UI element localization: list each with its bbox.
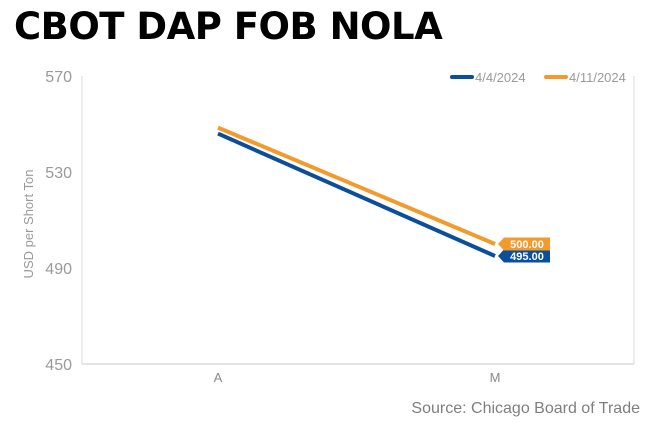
legend-label: 4/11/2024 [569, 70, 626, 85]
source-note: Source: Chicago Board of Trade [411, 400, 640, 417]
data-label: 495.00 [510, 251, 544, 263]
y-tick-label: 570 [45, 69, 72, 86]
legend: 4/4/2024 4/11/2024 [450, 70, 626, 85]
data-label-badge [498, 237, 550, 251]
series-line [217, 125, 496, 246]
data-label: 500.00 [510, 239, 544, 251]
y-tick-label: 530 [45, 165, 72, 182]
y-tick-labels: 450 490 530 570 [45, 69, 72, 374]
chart-title: CBOT DAP FOB NOLA [14, 5, 443, 48]
x-tick-label: A [214, 370, 223, 385]
series-line [217, 131, 496, 258]
legend-label: 4/4/2024 [475, 70, 526, 85]
axes [81, 76, 635, 365]
data-label-badge [498, 249, 550, 263]
y-tick-label: 450 [45, 357, 72, 374]
y-axis-label: USD per Short Ton [21, 170, 36, 279]
x-tick-label: M [490, 370, 501, 385]
y-tick-label: 490 [45, 261, 72, 278]
